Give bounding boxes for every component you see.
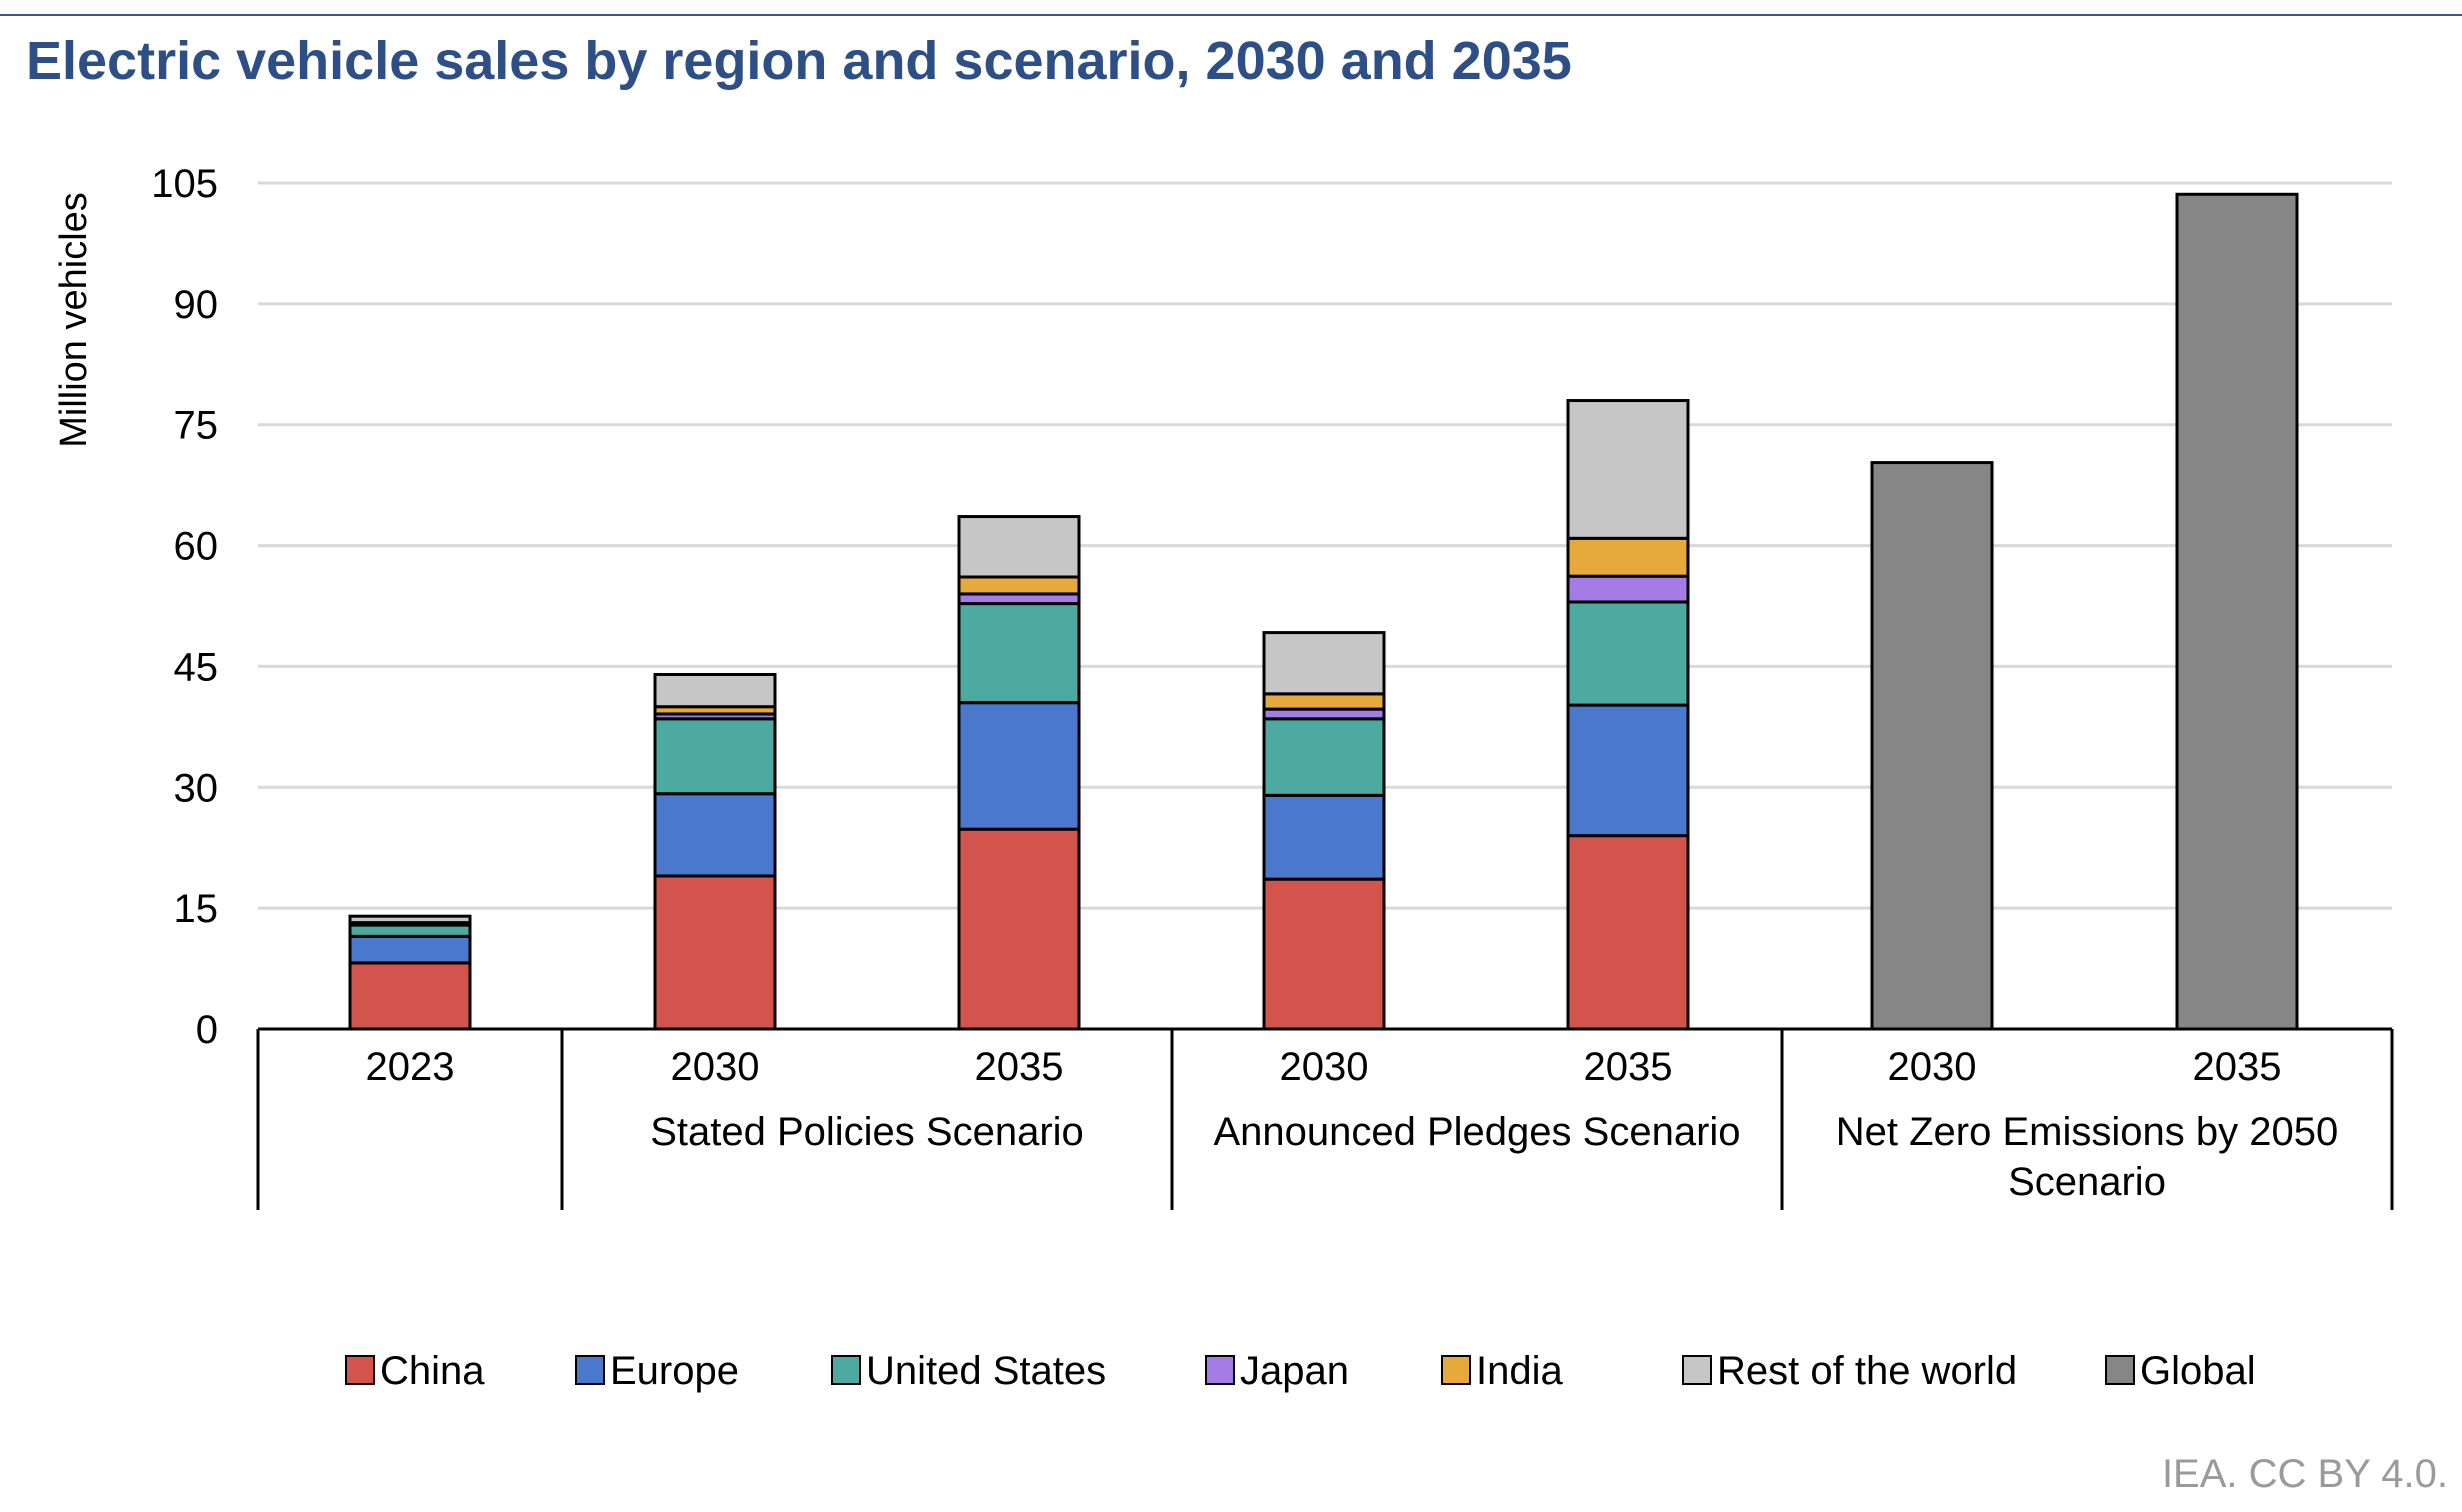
x-group-label: Announced Pledges Scenario [1213, 1110, 1740, 1154]
legend-label: Japan [1240, 1349, 1349, 1393]
bar-united-states [1566, 600, 1690, 707]
bar-europe [1566, 703, 1690, 838]
bar-europe [348, 934, 472, 965]
bar-global [1870, 461, 1994, 1031]
legend-swatch-europe [575, 1355, 605, 1385]
legend-swatch-rest-of-the-world [1682, 1355, 1712, 1385]
bar-rest-of-the-world [957, 515, 1081, 579]
legend-swatch-japan [1205, 1355, 1235, 1385]
x-group-label: Scenario [2008, 1160, 2166, 1204]
y-tick-label: 45 [174, 645, 219, 689]
bar-japan [1566, 574, 1690, 604]
bar-india [1566, 536, 1690, 578]
y-axis-label: Million vehicles [53, 192, 95, 448]
chart-title: Electric vehicle sales by region and sce… [26, 31, 1572, 91]
x-tick-label: 2030 [1280, 1045, 1369, 1089]
bar-india [957, 575, 1081, 596]
bar-rest-of-the-world [653, 672, 777, 709]
bar-united-states [653, 717, 777, 796]
y-tick-label: 90 [174, 283, 219, 327]
x-tick-label: 2035 [975, 1045, 1064, 1089]
x-tick-label: 2030 [671, 1045, 760, 1089]
bar-china [348, 961, 472, 1031]
legend-label: Europe [610, 1349, 739, 1393]
x-tick-label: 2035 [2193, 1045, 2282, 1089]
legend-label: Rest of the world [1717, 1349, 2017, 1393]
bar-europe [653, 792, 777, 878]
x-group-label: Stated Policies Scenario [650, 1110, 1084, 1154]
y-tick-label: 15 [174, 887, 219, 931]
legend-label: United States [866, 1349, 1106, 1393]
bar-india [1262, 692, 1386, 711]
top-rule [0, 14, 2462, 16]
y-tick-label: 105 [151, 162, 218, 206]
legend-label: China [380, 1349, 485, 1393]
bar-china [1566, 834, 1690, 1031]
legend-swatch-china [345, 1355, 375, 1385]
bar-europe [1262, 793, 1386, 881]
bar-rest-of-the-world [1262, 631, 1386, 696]
bar-europe [957, 701, 1081, 831]
bar-china [1262, 877, 1386, 1031]
y-tick-label: 0 [196, 1008, 218, 1052]
x-group-label: Net Zero Emissions by 2050 [1836, 1110, 2338, 1154]
y-tick-label: 60 [174, 525, 219, 569]
bar-rest-of-the-world [1566, 399, 1690, 540]
bar-china [653, 874, 777, 1031]
legend-swatch-global [2105, 1355, 2135, 1385]
bar-united-states [348, 923, 472, 938]
y-tick-label: 30 [174, 766, 219, 810]
x-tick-label: 2035 [1584, 1045, 1673, 1089]
credit-text: IEA. CC BY 4.0. [2161, 1452, 2448, 1496]
legend-swatch-united-states [831, 1355, 861, 1385]
x-tick-label: 2023 [366, 1045, 455, 1089]
legend-swatch-india [1441, 1355, 1471, 1385]
bar-united-states [1262, 717, 1386, 797]
bar-united-states [957, 602, 1081, 705]
legend-label: Global [2140, 1349, 2256, 1393]
bar-china [957, 827, 1081, 1031]
bar-global [2175, 192, 2299, 1031]
bar-rest-of-the-world [348, 914, 472, 925]
legend-label: India [1476, 1349, 1563, 1393]
x-tick-label: 2030 [1888, 1045, 1977, 1089]
y-tick-label: 75 [174, 404, 219, 448]
